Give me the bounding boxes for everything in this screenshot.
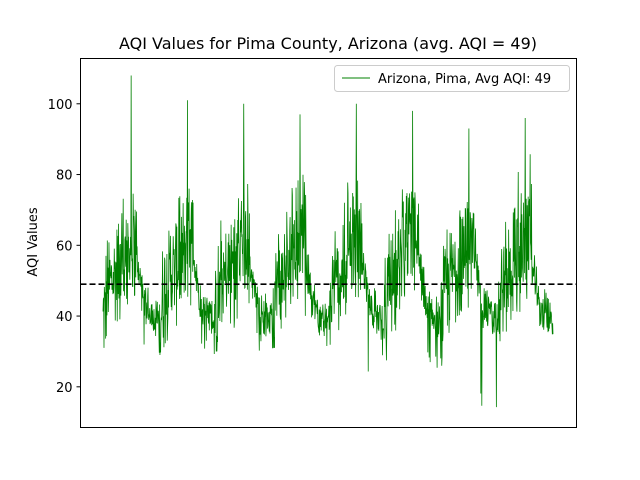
y-tick-label: 20 — [56, 381, 73, 396]
y-tick-label: 100 — [48, 98, 73, 113]
chart-title: AQI Values for Pima County, Arizona (avg… — [119, 34, 537, 53]
legend-box — [334, 65, 570, 92]
legend-entry: Arizona, Pima, Avg AQI: 49 — [378, 72, 551, 87]
y-tick-label: 60 — [56, 239, 73, 254]
y-axis-ticks: 20 40 60 80 100 — [48, 98, 81, 396]
y-axis-label: AQI Values — [26, 207, 41, 277]
plot-frame — [80, 58, 577, 428]
y-tick-label: 40 — [56, 310, 73, 325]
y-tick-label: 80 — [56, 169, 73, 184]
series-line-pima — [102, 75, 554, 408]
plot-area — [80, 75, 577, 408]
legend: Arizona, Pima, Avg AQI: 49 — [334, 65, 570, 92]
